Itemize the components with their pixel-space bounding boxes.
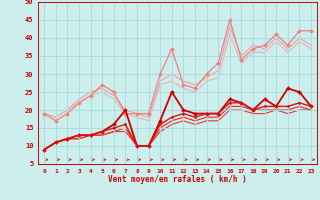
X-axis label: Vent moyen/en rafales ( km/h ): Vent moyen/en rafales ( km/h ) [108,175,247,184]
